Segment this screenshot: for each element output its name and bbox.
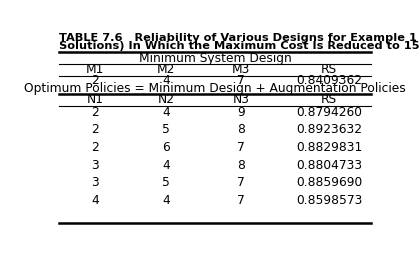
Text: Minimum System Design: Minimum System Design [139, 51, 291, 64]
Text: Solutions) In Which the Maximum Cost Is Reduced to 15 Units: Solutions) In Which the Maximum Cost Is … [59, 41, 420, 51]
Text: RS: RS [321, 63, 337, 76]
Text: 7: 7 [237, 194, 245, 207]
Text: 2: 2 [91, 74, 99, 87]
Text: 0.8409362: 0.8409362 [296, 74, 362, 87]
Text: 4: 4 [91, 194, 99, 207]
Text: 3: 3 [91, 176, 99, 189]
Text: M1: M1 [86, 63, 104, 76]
Text: 2: 2 [91, 106, 99, 119]
Text: 7: 7 [237, 141, 245, 154]
Text: N1: N1 [87, 93, 103, 106]
Text: 0.8598573: 0.8598573 [296, 194, 362, 207]
Text: 9: 9 [237, 106, 245, 119]
Text: Optimum Policies = Minimum Design + Augmentation Policies: Optimum Policies = Minimum Design + Augm… [24, 82, 406, 95]
Text: 2: 2 [91, 124, 99, 136]
Text: M3: M3 [232, 63, 250, 76]
Text: 5: 5 [163, 176, 171, 189]
Text: N3: N3 [233, 93, 250, 106]
Text: 8: 8 [237, 159, 245, 172]
Text: 6: 6 [163, 141, 170, 154]
Text: 8: 8 [237, 124, 245, 136]
Text: 0.8794260: 0.8794260 [296, 106, 362, 119]
Text: 4: 4 [163, 194, 170, 207]
Text: 4: 4 [163, 74, 170, 87]
Text: 0.8829831: 0.8829831 [296, 141, 362, 154]
Text: 0.8859690: 0.8859690 [296, 176, 362, 189]
Text: 0.8923632: 0.8923632 [296, 124, 362, 136]
Text: TABLE 7.6   Reliability of Various Designs for Example 1 (Optimum: TABLE 7.6 Reliability of Various Designs… [59, 33, 420, 43]
Text: N2: N2 [158, 93, 175, 106]
Text: 5: 5 [163, 124, 171, 136]
Text: M2: M2 [157, 63, 176, 76]
Text: 0.8804733: 0.8804733 [296, 159, 362, 172]
Text: 4: 4 [163, 159, 170, 172]
Text: RS: RS [321, 93, 337, 106]
Text: 3: 3 [91, 159, 99, 172]
Text: 2: 2 [91, 141, 99, 154]
Text: 7: 7 [237, 74, 245, 87]
Text: 7: 7 [237, 176, 245, 189]
Text: 4: 4 [163, 106, 170, 119]
